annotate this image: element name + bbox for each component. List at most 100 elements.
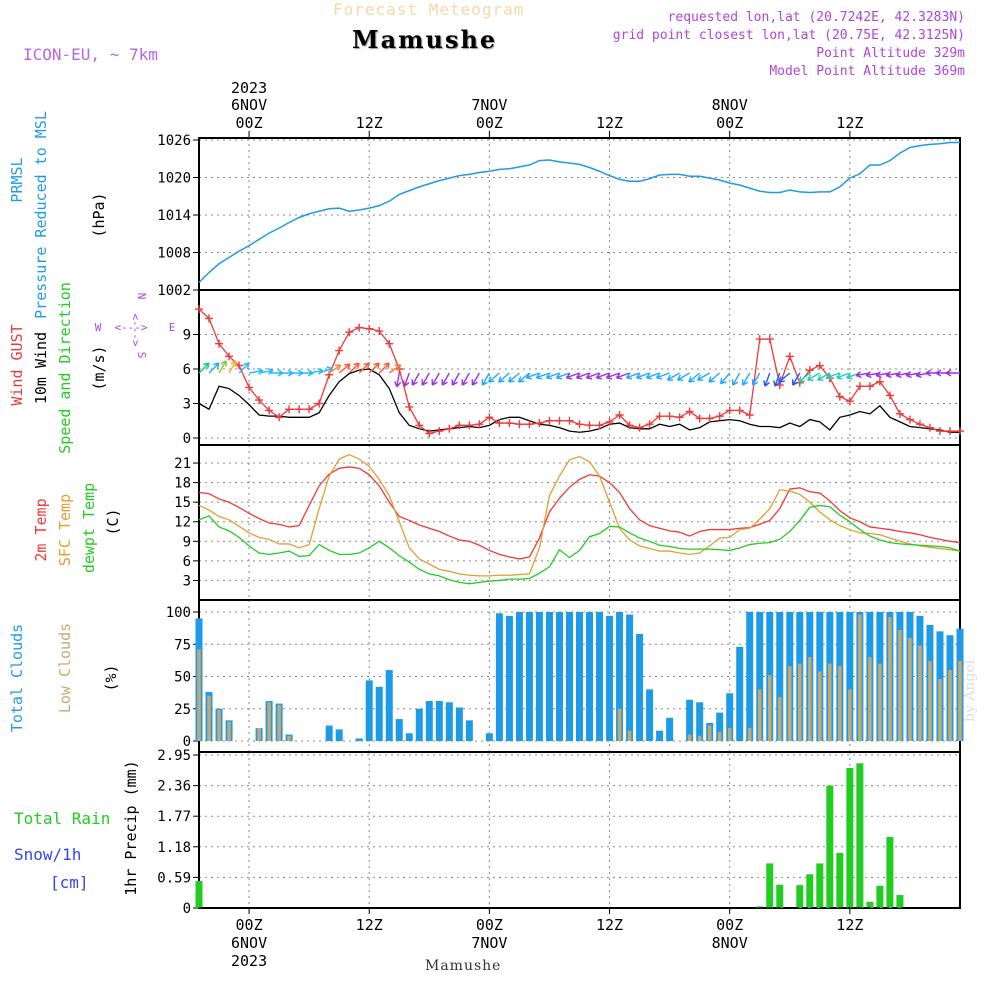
- wind-gust-marker: [205, 314, 214, 323]
- wind-gust-marker: [905, 415, 914, 424]
- snow-label: Snow/1h: [14, 845, 81, 864]
- panel-frame: [198, 751, 961, 909]
- wind-direction-arrow: [338, 363, 351, 374]
- low-cloud-bar: [928, 661, 932, 741]
- wind-gust-marker: [945, 427, 954, 436]
- total-cloud-bar: [846, 612, 854, 741]
- wind-gust-marker: [225, 352, 234, 361]
- grid-point-coords: grid point closest lon,lat (20.75E, 42.3…: [612, 28, 965, 43]
- y-tick-label: 0.59: [157, 870, 191, 886]
- x-tick-label-bottom: 12Z: [356, 916, 383, 934]
- wind-gust-marker: [925, 423, 934, 432]
- wind-direction-arrow: [481, 372, 490, 386]
- wind-direction-arrow: [535, 372, 550, 380]
- precip-bar: [886, 836, 894, 908]
- wind-gust-marker: [245, 383, 254, 392]
- wind-gust-marker: [605, 417, 614, 426]
- low-cloud-bar: [958, 661, 962, 741]
- total-cloud-bar: [716, 712, 724, 741]
- y-tick-label: 9: [183, 534, 191, 550]
- total-cloud-bar: [425, 701, 433, 741]
- wind-direction-arrow: [441, 372, 450, 386]
- total-cloud-bar: [776, 612, 784, 741]
- wind-10m-label: 10m Wind: [32, 332, 50, 404]
- wind-gust-marker: [935, 427, 944, 436]
- wind-gust-marker: [335, 346, 344, 355]
- precip-bar: [856, 763, 864, 908]
- low-cloud-bar: [767, 675, 772, 741]
- wind-direction-arrow: [585, 372, 600, 380]
- wind-gust-marker: [675, 413, 684, 422]
- location-title: Mamushe: [352, 25, 498, 54]
- temperature-line-0: [198, 466, 961, 560]
- total-cloud-bar: [465, 720, 473, 741]
- temp-unit: (C): [104, 508, 122, 535]
- total-rain-label: Total Rain: [14, 809, 110, 828]
- wind-gust-marker: [445, 424, 454, 433]
- precip-bar: [756, 906, 764, 908]
- y-tick-label: 15: [174, 495, 191, 511]
- point-altitude: Point Altitude 329m: [816, 46, 965, 61]
- precip-bar: [806, 874, 814, 908]
- wind-gust-marker: [575, 420, 584, 429]
- total-cloud-bar: [746, 612, 754, 741]
- wind-direction-arrow: [625, 372, 640, 380]
- low-cloud-bar: [788, 666, 792, 741]
- x-tick-label-top: 12Z: [836, 114, 863, 132]
- wind-direction-arrow: [451, 372, 460, 386]
- y-tick-label: 9: [183, 328, 191, 344]
- total-cloud-bar: [596, 612, 604, 741]
- total-cloud-bar: [636, 633, 644, 741]
- y-tick-label: 1.18: [157, 840, 191, 856]
- wind-direction-arrow: [605, 372, 620, 380]
- wind-direction-arrow: [328, 364, 342, 374]
- compass-ew-arrow: <--->: [114, 321, 147, 334]
- y-tick-label: 1014: [157, 208, 191, 224]
- wind-direction-arrow: [402, 372, 410, 387]
- bottom-day-label: 8NOV: [712, 934, 748, 952]
- y-tick-label: 0: [183, 431, 191, 447]
- compass-ns-arrow: <--->: [129, 313, 142, 346]
- wind-gust-marker: [615, 411, 624, 419]
- wind-gust-marker: [715, 412, 724, 421]
- wind-gust-marker: [345, 328, 354, 337]
- pressure-label-long: Pressure Reduced to MSL: [32, 111, 50, 319]
- low-cloud-bar: [948, 670, 952, 741]
- model-label: ICON-EU, ~ 7km: [23, 45, 158, 64]
- top-day-label: 7NOV: [471, 96, 507, 114]
- footer-location: Mamushe: [425, 958, 502, 974]
- wind-gust-marker: [805, 366, 814, 375]
- wind-direction-arrow: [555, 372, 570, 380]
- x-tick-label-top: 00Z: [236, 114, 263, 132]
- wind-gust-marker: [435, 427, 444, 436]
- wind-gust-marker: [635, 423, 644, 432]
- low-cloud-bar: [798, 663, 802, 741]
- wind-direction-arrow: [763, 372, 771, 387]
- wind-gust-marker: [255, 396, 264, 405]
- total-cloud-bar: [616, 612, 624, 741]
- y-tick-label: 1002: [157, 283, 191, 299]
- wind-gust-marker: [515, 420, 524, 429]
- wind-direction-arrow: [565, 372, 580, 380]
- wind-direction-arrow: [945, 369, 960, 377]
- wind-direction-arrow: [218, 360, 227, 374]
- total-cloud-bar: [405, 733, 413, 741]
- low-cloud-bar: [617, 708, 622, 741]
- wind-gust-marker: [745, 411, 754, 419]
- wind-direction-arrow: [798, 372, 811, 383]
- wind-gust-marker: [475, 420, 484, 429]
- wind-direction-arrow: [635, 372, 650, 380]
- temperature-line-2: [198, 504, 961, 585]
- precip-bar: [876, 885, 884, 908]
- y-tick-label: 12: [174, 515, 191, 531]
- wind-gust-marker: [215, 339, 224, 348]
- wind-direction-arrow: [773, 372, 781, 387]
- wind-gust-marker: [195, 305, 203, 314]
- y-tick-label: 3: [183, 397, 191, 413]
- wind-direction-arrow: [545, 372, 560, 380]
- wind-direction-arrow: [471, 372, 480, 386]
- wind-gust-marker: [695, 414, 704, 423]
- low-cloud-bar: [217, 710, 221, 741]
- total-cloud-bar: [525, 612, 533, 741]
